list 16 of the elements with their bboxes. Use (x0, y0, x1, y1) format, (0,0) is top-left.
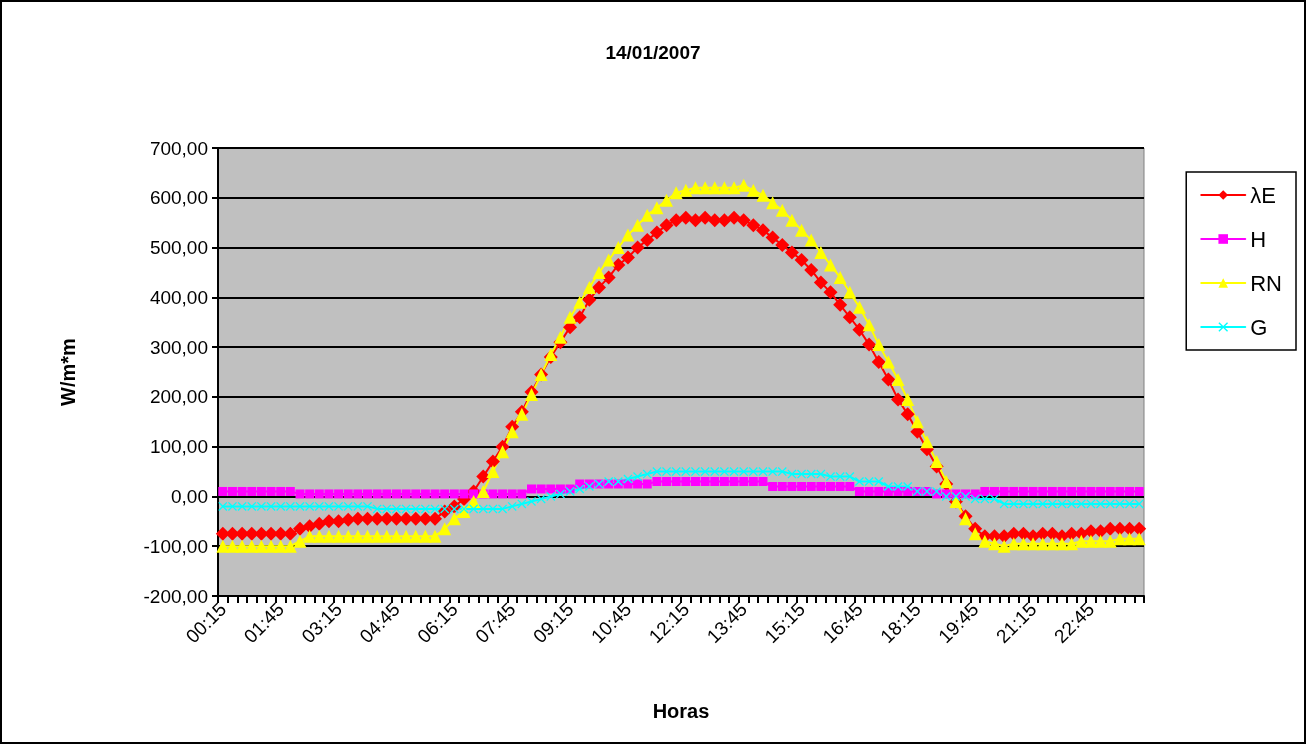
y-axis-title: W/m*m (57, 338, 79, 406)
y-tick-label: 300,00 (149, 336, 208, 358)
y-tick-label: 200,00 (149, 386, 208, 408)
x-axis-title: Horas (652, 700, 710, 722)
y-tick-label: 500,00 (149, 237, 208, 259)
legend-label: G (1250, 314, 1268, 340)
legend-label: H (1250, 226, 1267, 252)
legend-label: λE (1250, 182, 1276, 208)
y-tick-label: 600,00 (149, 187, 208, 209)
y-tick-label: 700,00 (149, 137, 208, 159)
y-tick-label: -100,00 (143, 535, 208, 557)
y-tick-label: 400,00 (149, 286, 208, 308)
legend-label: RN (1250, 270, 1283, 296)
y-tick-label: 100,00 (149, 436, 208, 458)
chart-title: 14/01/2007 (605, 42, 701, 63)
y-tick-label: 0,00 (171, 485, 208, 507)
